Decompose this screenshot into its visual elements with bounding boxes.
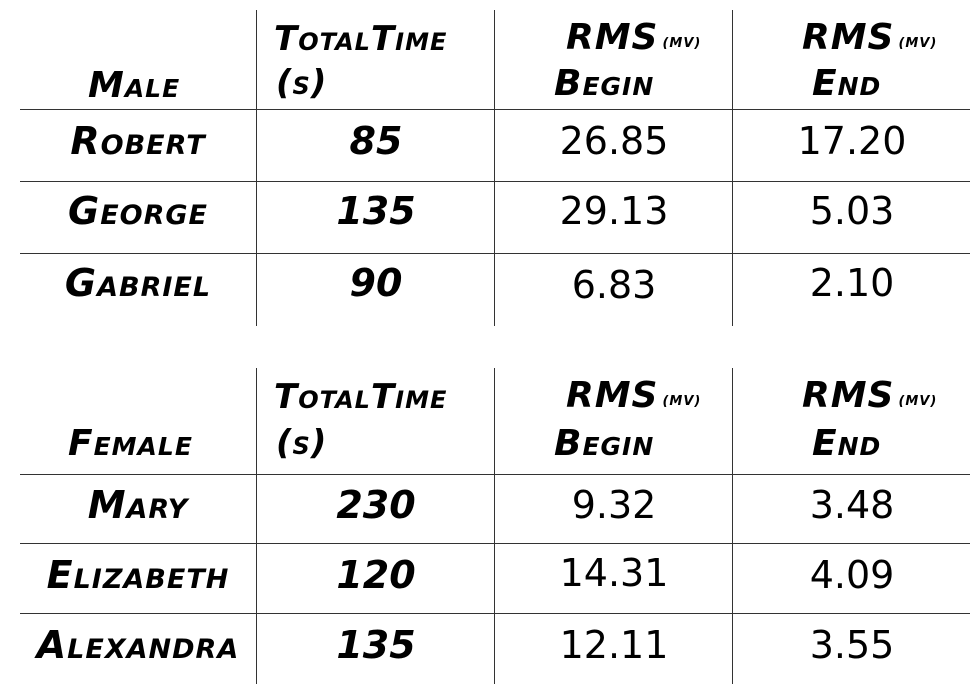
row-divider [20,109,970,110]
female-table: Female TotalTime (s) RMS (mV) Begin RMS (m… [20,368,970,684]
header-total-time-unit: (s) [276,423,328,463]
column-divider [732,10,733,326]
header-rms-end-label: RMS [802,17,895,58]
row-name: Gabriel [64,261,212,305]
row-divider [20,543,970,544]
group-label: Male [88,65,181,106]
column-divider [256,10,257,326]
row-name: Alexandra [36,623,240,667]
row-name: Robert [70,119,206,163]
row-rms-begin: 6.83 [571,263,657,307]
row-rms-begin: 26.85 [559,119,669,163]
row-rms-begin: 14.31 [559,551,669,595]
male-table: Male TotalTime (s) RMS (mV) Begin RMS (mV)… [20,10,970,326]
row-total-time: 120 [336,553,416,597]
header-rms-end: RMS (mV) [802,378,937,414]
header-rms-begin-sub: Begin [554,423,655,464]
row-total-time: 90 [349,261,403,305]
row-rms-begin: 29.13 [559,189,669,233]
group-label: Female [68,423,193,464]
row-total-time: 135 [336,189,416,233]
row-rms-end: 4.09 [809,553,895,597]
header-rms-begin-label: RMS [566,17,659,58]
column-divider [494,10,495,326]
header-rms-begin: RMS (mV) [566,20,701,56]
header-rms-end: RMS (mV) [802,20,937,56]
header-rms-begin-unit: (mV) [662,394,702,409]
header-rms-end-sub: End [812,63,882,104]
header-rms-end-unit: (mV) [898,36,938,51]
header-total-time: TotalTime [274,19,448,59]
row-name: George [68,189,208,233]
row-divider [20,613,970,614]
header-rms-end-sub: End [812,423,882,464]
header-rms-end-label: RMS [802,375,895,416]
header-rms-begin-label: RMS [566,375,659,416]
row-rms-end: 2.10 [809,261,895,305]
row-divider [20,181,970,182]
row-divider [20,474,970,475]
header-total-time-unit: (s) [276,63,328,103]
row-rms-end: 3.48 [809,483,895,527]
header-total-time: TotalTime [274,377,448,417]
row-rms-begin: 12.11 [559,623,669,667]
column-divider [494,368,495,684]
column-divider [732,368,733,684]
row-rms-end: 3.55 [809,623,895,667]
header-rms-end-unit: (mV) [898,394,938,409]
row-rms-end: 5.03 [809,189,895,233]
row-rms-end: 17.20 [797,119,907,163]
row-total-time: 85 [349,119,403,163]
row-total-time: 135 [336,623,416,667]
row-divider [20,253,970,254]
column-divider [256,368,257,684]
row-name: Elizabeth [46,553,230,597]
row-total-time: 230 [336,483,416,527]
row-rms-begin: 9.32 [571,483,657,527]
header-rms-begin: RMS (mV) [566,378,701,414]
header-rms-begin-sub: Begin [554,63,655,104]
header-rms-begin-unit: (mV) [662,36,702,51]
row-name: Mary [87,483,189,527]
